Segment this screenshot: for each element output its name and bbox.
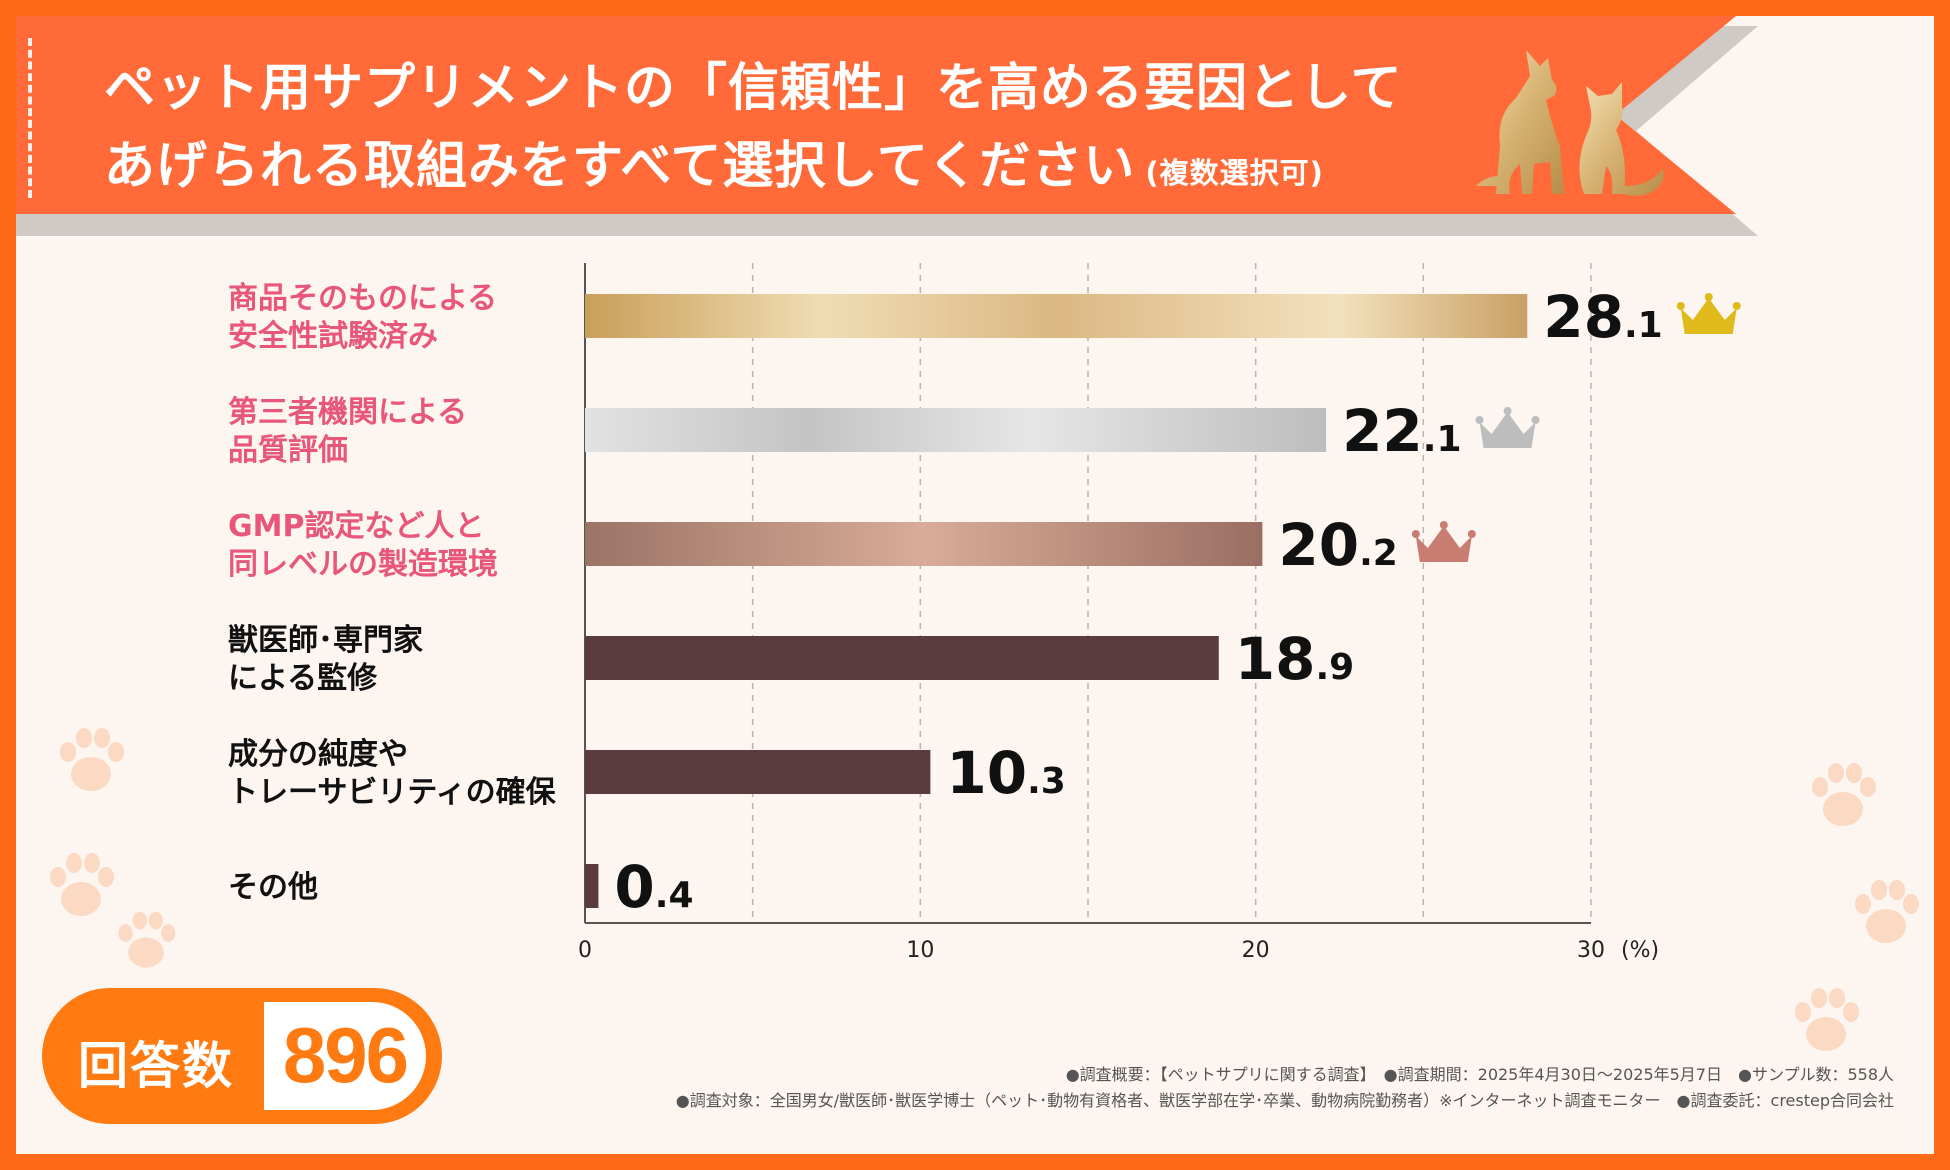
crown-icon — [1676, 293, 1741, 334]
x-tick-label: 10 — [906, 938, 934, 963]
value-label: 18.9 — [1235, 625, 1354, 693]
title-banner — [16, 16, 1736, 214]
value-label: 10.3 — [946, 739, 1065, 807]
crown-jewel — [1676, 302, 1685, 310]
bar — [585, 750, 931, 794]
bar — [585, 294, 1528, 338]
category-label: その他 — [228, 870, 318, 905]
page-title-line2: あげられる取組みをすべて選択してください (複数選択可) — [104, 124, 1324, 198]
value-label: 0.4 — [614, 853, 693, 921]
x-axis-unit: (%) — [1621, 938, 1659, 963]
dog-cat-silhouette-icon — [1476, 50, 1664, 196]
category-label: GMP認定など人と — [228, 509, 484, 544]
crown-jewel — [1531, 416, 1540, 424]
x-tick-label: 30 — [1577, 938, 1605, 963]
crown-shape — [1479, 412, 1536, 448]
responses-badge: 回答数 896 — [42, 988, 442, 1124]
crown-jewel — [1704, 293, 1713, 301]
value-label: 28.1 — [1543, 283, 1662, 351]
crown-jewel — [1475, 416, 1484, 424]
banner-dashed-line — [28, 38, 32, 198]
bar — [585, 864, 599, 908]
crown-jewel — [1411, 530, 1420, 538]
crown-icon — [1475, 407, 1540, 448]
bar — [585, 636, 1219, 680]
crown-jewel — [1467, 530, 1476, 538]
x-tick-label: 20 — [1242, 938, 1270, 963]
category-label: 同レベルの製造環境 — [228, 547, 498, 582]
x-tick-label: 0 — [578, 938, 592, 963]
paw-icon — [1812, 763, 1876, 826]
paw-icon — [50, 853, 114, 916]
footnote-survey-target: ●調査対象：全国男女/獣医師･獣医学博士（ペット･動物有資格者、獣医学部在学･卒… — [675, 1091, 1894, 1110]
footnote-survey-summary: ●調査概要：【ペットサプリに関する調査】 ●調査期間：2025年4月30日～20… — [1065, 1065, 1894, 1084]
value-label: 22.1 — [1342, 397, 1461, 465]
value-label: 20.2 — [1278, 511, 1397, 579]
responses-value: 896 — [282, 1011, 409, 1099]
grid-layer — [584, 263, 1592, 924]
category-label: 安全性試験済み — [228, 319, 438, 354]
crown-jewel — [1439, 521, 1448, 529]
crown-jewel — [1503, 407, 1512, 415]
responses-value-box: 896 — [264, 1002, 426, 1110]
bar-layer — [585, 294, 1528, 908]
title-note: (複数選択可) — [1145, 156, 1324, 190]
paw-icon — [60, 728, 124, 791]
category-label: 獣医師･専門家 — [228, 623, 423, 658]
category-label: 成分の純度や — [228, 737, 408, 772]
page-title-line2-text: あげられる取組みをすべて選択してください — [104, 137, 1136, 196]
crown-icon — [1411, 521, 1476, 562]
crown-jewel — [1732, 302, 1741, 310]
crown-shape — [1415, 526, 1472, 562]
bar — [585, 522, 1263, 566]
paw-icon — [1795, 988, 1859, 1051]
category-label: 第三者機関による — [228, 395, 467, 430]
category-label: トレーサビリティの確保 — [228, 775, 557, 810]
category-label: 商品そのものによる — [228, 281, 497, 316]
responses-label: 回答数 — [78, 1037, 234, 1095]
paw-icon — [118, 911, 176, 968]
crown-shape — [1680, 298, 1737, 334]
infographic-frame: ペット用サプリメントの「信頼性」を高める要因として あげられる取組みをすべて選択… — [16, 16, 1934, 1154]
category-label: 品質評価 — [228, 433, 348, 468]
category-label: による監修 — [228, 661, 378, 696]
page-title-line1: ペット用サプリメントの「信頼性」を高める要因として — [104, 59, 1403, 118]
paw-icon — [1855, 880, 1919, 943]
bar — [585, 408, 1327, 452]
